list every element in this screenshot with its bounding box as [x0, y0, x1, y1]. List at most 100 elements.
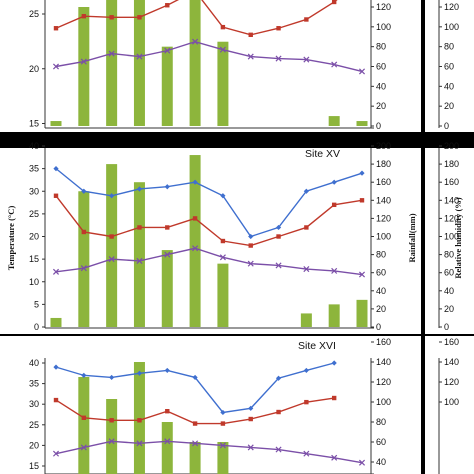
right-axis-background	[374, 336, 421, 474]
temp-max-point	[331, 360, 337, 366]
temp-min-point	[276, 409, 281, 415]
right-tick-label: 40	[376, 81, 386, 91]
humidity-point	[275, 55, 282, 62]
far-tick-label: 40	[444, 286, 454, 296]
right-tick-label: 60	[376, 62, 386, 72]
humidity-line	[55, 40, 363, 73]
temp-max-point	[248, 405, 254, 411]
rainfall-bar	[189, 155, 201, 327]
far-tick-label: 180	[444, 159, 459, 169]
humidity-point	[164, 438, 171, 445]
rainfall-bar	[328, 116, 340, 126]
rainfall-bar	[50, 317, 62, 327]
right-tick-label: 160	[376, 177, 391, 187]
temp-max-point	[192, 179, 198, 185]
temp-min-point	[192, 421, 198, 426]
humidity-point	[331, 61, 338, 68]
rainfall-bar	[78, 377, 90, 474]
far-tick-label: 120	[444, 213, 459, 223]
right-tick-label: 120	[376, 213, 391, 223]
right-tick-label: 180	[376, 159, 391, 169]
temp-max-point	[53, 364, 59, 370]
temp-min-point	[248, 243, 253, 248]
humidity-point	[108, 438, 115, 445]
far-axis-background	[425, 336, 474, 474]
humidity-point	[192, 38, 199, 45]
temp-min-point	[248, 416, 253, 422]
far-tick-label: 80	[444, 42, 454, 52]
temp-min-point	[304, 399, 309, 405]
rainfall-bar	[356, 121, 368, 126]
temp-max-point	[303, 188, 309, 194]
temp-max-point	[220, 193, 226, 199]
humidity-point	[136, 257, 143, 264]
temp-min-point	[276, 26, 281, 31]
left-tick-label: 35	[29, 379, 39, 389]
left-tick-label: 25	[29, 420, 39, 430]
temp-min-point	[331, 395, 337, 401]
temp-min-point	[109, 418, 114, 423]
humidity-point	[275, 446, 282, 453]
rainfall-bar	[161, 250, 173, 327]
humidity-point	[247, 53, 254, 60]
humidity-point	[136, 440, 143, 447]
rainfall-bar	[78, 191, 90, 327]
rainfall-bar	[217, 442, 229, 474]
right-tick-label: 40	[376, 286, 386, 296]
far-axis-background	[425, 0, 474, 132]
far-tick-label: 100	[444, 22, 459, 32]
right-tick-label: 80	[376, 250, 386, 260]
temp-max-line	[55, 168, 363, 238]
temp-min-point	[359, 198, 365, 203]
temp-min-point	[137, 15, 142, 20]
far-tick-label: 100	[444, 232, 459, 242]
far-tick-label: 200	[444, 141, 459, 151]
far-tick-label: 60	[444, 62, 454, 72]
right-tick-label: 60	[376, 437, 386, 447]
right-tick-label: 40	[376, 457, 386, 467]
right-tick-label: 100	[376, 232, 391, 242]
site-title: Site XVI	[298, 340, 336, 352]
far-tick-label: 140	[444, 195, 459, 205]
temp-max-point	[275, 224, 282, 231]
temp-max-point	[164, 184, 170, 190]
rainfall-bar	[50, 121, 62, 126]
humidity-point	[108, 256, 115, 263]
temp-max-point	[136, 186, 143, 192]
temp-min-point	[276, 234, 281, 239]
far-tick-label: 160	[444, 177, 459, 187]
far-tick-label: 100	[444, 397, 459, 407]
right-tick-label: 120	[376, 2, 391, 12]
humidity-point	[52, 450, 60, 457]
plot-background	[0, 148, 374, 334]
right-tick-label: 80	[376, 417, 386, 427]
left-tick-label: 20	[29, 64, 39, 74]
temp-min-point	[331, 202, 337, 208]
rainfall-bar	[356, 299, 368, 327]
right-axis-title: Rainfall(mm)	[407, 213, 417, 262]
temp-min-point	[81, 415, 87, 420]
left-tick-label: 25	[29, 209, 39, 219]
rainfall-bar	[106, 0, 118, 126]
temp-min-point	[165, 225, 170, 230]
temp-max-point	[81, 372, 87, 378]
humidity-point	[331, 454, 338, 461]
far-tick-label: 20	[444, 101, 454, 111]
temp-max-point	[136, 370, 143, 376]
rainfall-bar	[161, 422, 173, 474]
temp-min-point	[165, 3, 170, 8]
rainfall-bar	[106, 399, 118, 474]
temp-min-point	[220, 238, 226, 244]
left-tick-label: 15	[29, 254, 39, 264]
humidity-point	[219, 46, 226, 53]
temp-min-point	[331, 0, 337, 5]
temp-max-point	[359, 170, 365, 176]
right-axis-background	[374, 0, 421, 132]
temp-min-point	[165, 409, 170, 414]
rainfall-bar	[78, 7, 90, 126]
left-tick-label: 40	[29, 141, 39, 151]
humidity-point	[303, 56, 310, 63]
left-tick-label: 20	[29, 232, 39, 242]
humidity-point	[108, 50, 115, 57]
rainfall-bar	[189, 0, 201, 126]
